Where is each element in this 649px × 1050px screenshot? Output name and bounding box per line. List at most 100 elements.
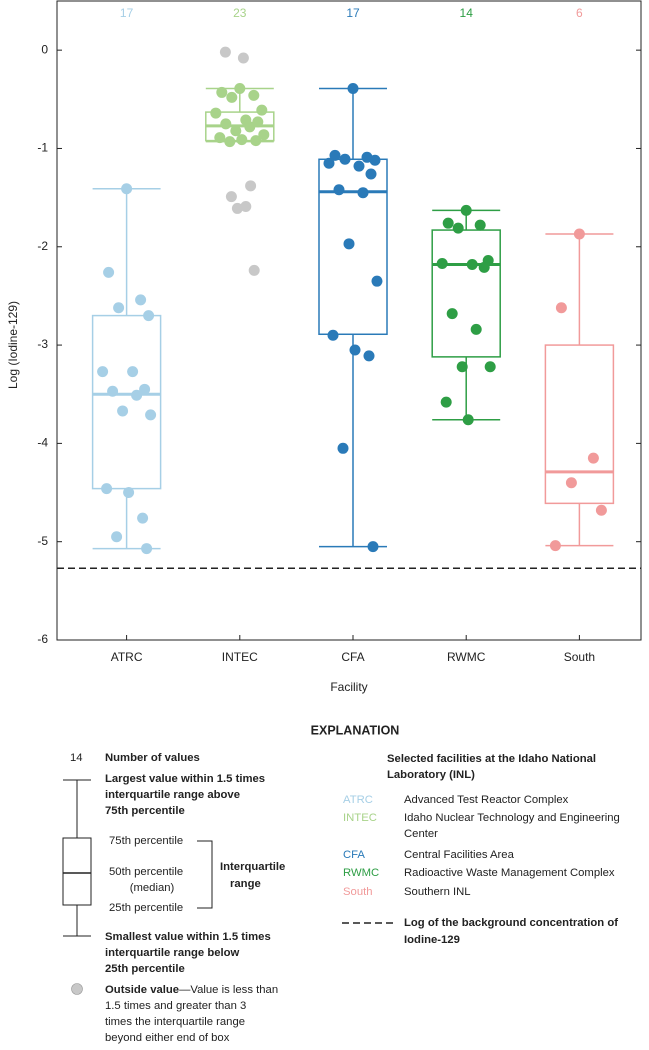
data-point: [555, 302, 567, 314]
legend-text: Center: [404, 828, 438, 840]
data-point: [103, 266, 115, 278]
legend-text: times the interquartile range: [105, 1016, 245, 1028]
legend-text: Idaho Nuclear Technology and Engineering: [404, 812, 620, 824]
legend-text: interquartile range above: [105, 789, 240, 801]
outlier-point: [237, 52, 249, 64]
x-tick-label: INTEC: [222, 650, 258, 664]
legend-text: Iodine-129: [404, 934, 460, 946]
y-tick-label: -2: [37, 239, 48, 253]
data-point: [236, 134, 248, 146]
data-point: [343, 238, 355, 250]
outlier-point: [245, 180, 257, 192]
data-point: [329, 149, 341, 161]
box: [91, 314, 162, 490]
legend-abbr: RWMC: [343, 867, 379, 879]
y-tick-label: -5: [37, 534, 48, 548]
data-point: [117, 405, 129, 417]
legend: EXPLANATION 14 Number of values Largest …: [62, 723, 620, 1044]
data-point: [107, 385, 119, 397]
legend-text: Southern INL: [404, 886, 471, 898]
data-point: [145, 409, 157, 421]
legend-text: —Value is less than: [179, 984, 278, 996]
data-point: [436, 257, 448, 269]
data-point: [369, 154, 381, 166]
y-tick-label: -3: [37, 337, 48, 351]
data-point: [363, 350, 375, 362]
data-point: [456, 361, 468, 373]
data-point: [141, 543, 153, 555]
data-point: [327, 329, 339, 341]
data-point: [250, 135, 262, 147]
data-point: [224, 136, 236, 148]
x-tick-label: South: [564, 650, 595, 664]
box: [318, 158, 388, 336]
x-axis-title: Facility: [330, 680, 367, 694]
data-point: [226, 91, 238, 103]
x-tick-label: ATRC: [111, 650, 143, 664]
data-point: [442, 217, 454, 229]
outlier-point: [219, 46, 231, 58]
data-point: [452, 222, 464, 234]
plot-frame: [56, 0, 642, 641]
data-point: [127, 366, 139, 378]
data-point: [131, 389, 143, 401]
count-label: 17: [120, 6, 134, 20]
legend-text: Outside value: [105, 984, 179, 996]
data-point: [460, 204, 472, 216]
legend-text: interquartile range below: [105, 947, 240, 959]
data-point: [347, 82, 359, 94]
data-point: [143, 310, 155, 322]
legend-text: 25th percentile: [105, 963, 185, 975]
y-tick-label: -1: [37, 141, 48, 155]
legend-text: Laboratory (INL): [387, 769, 475, 781]
legend-title: EXPLANATION: [311, 723, 400, 737]
legend-text: (median): [130, 882, 175, 894]
data-point: [573, 228, 585, 240]
legend-text: range: [230, 878, 261, 890]
box: [544, 344, 615, 505]
count-label: 17: [346, 6, 360, 20]
legend-text: 50th percentile: [109, 866, 183, 878]
data-point: [462, 414, 474, 426]
data-point: [339, 153, 351, 165]
data-point: [258, 129, 270, 141]
legend-text: 25th percentile: [109, 902, 183, 914]
data-point: [549, 540, 561, 552]
data-point: [230, 125, 242, 137]
legend-text: Selected facilities at the Idaho Nationa…: [387, 753, 596, 765]
data-point: [234, 82, 246, 94]
data-point: [214, 132, 226, 144]
data-point: [113, 302, 125, 314]
data-point: [466, 258, 478, 270]
data-point: [248, 89, 260, 101]
count-label: 6: [576, 6, 583, 20]
legend-abbr: ATRC: [343, 794, 373, 806]
legend-outlier: [71, 983, 83, 995]
data-point: [252, 116, 264, 128]
box: [431, 229, 501, 358]
data-point: [337, 442, 349, 454]
data-point: [121, 183, 133, 195]
legend-text: Smallest value within 1.5 times: [105, 931, 271, 943]
outlier-point: [248, 264, 260, 276]
count-label: 14: [460, 6, 474, 20]
outlier-point: [240, 200, 252, 212]
y-tick-label: 0: [41, 42, 48, 56]
legend-abbr: CFA: [343, 849, 365, 861]
data-point: [244, 121, 256, 133]
legend-text: beyond either end of box: [105, 1032, 230, 1044]
data-point: [349, 344, 361, 356]
data-point: [357, 187, 369, 199]
legend-text: Largest value within 1.5 times: [105, 773, 265, 785]
legend-abbr: South: [343, 886, 373, 898]
data-point: [440, 396, 452, 408]
data-point: [101, 483, 113, 495]
legend-text: Number of values: [105, 752, 200, 764]
legend-text: Radioactive Waste Management Complex: [404, 867, 615, 879]
data-point: [323, 157, 335, 169]
data-point: [210, 107, 222, 119]
data-point: [256, 104, 268, 116]
data-point: [139, 383, 151, 395]
data-point: [565, 477, 577, 489]
